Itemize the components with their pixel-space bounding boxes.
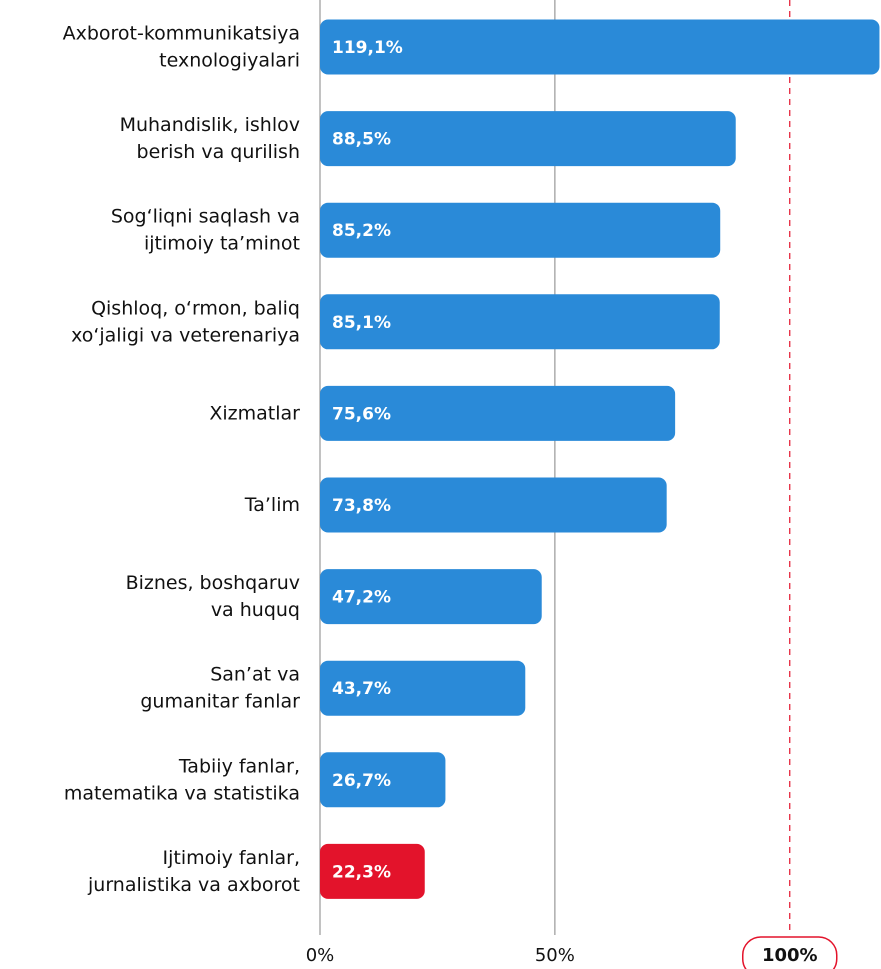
category-label: Muhandislik, ishlov berish va qurilish xyxy=(120,114,300,163)
category-line: Axborot-kommunikatsiya xyxy=(63,22,300,44)
bar xyxy=(320,202,721,258)
value-label: 88,5% xyxy=(332,130,391,150)
category-line: matematika va statistika xyxy=(64,782,300,804)
category-label: Sog‘liqni saqlash va ijtimoiy ta’minot xyxy=(111,205,300,254)
value-label: 75,6% xyxy=(332,404,391,424)
category-line: Sog‘liqni saqlash va xyxy=(111,205,300,227)
x-tick-label: 100% xyxy=(762,945,818,966)
category-line: gumanitar fanlar xyxy=(140,690,300,712)
category-label: Biznes, boshqaruv va huquq xyxy=(126,572,300,621)
value-label: 85,2% xyxy=(332,221,391,241)
category-line: jurnalistika va axborot xyxy=(87,873,300,895)
value-label: 22,3% xyxy=(332,862,391,882)
bar xyxy=(320,843,425,899)
category-line: texnologiyalari xyxy=(159,49,300,71)
category-line: va huquq xyxy=(211,599,300,621)
bar xyxy=(320,752,446,808)
x-tick-label: 0% xyxy=(306,945,335,966)
category-line: San’at va xyxy=(210,663,300,685)
category-label: Ijtimoiy fanlar, jurnalistika va axborot xyxy=(87,846,300,895)
bar xyxy=(320,477,667,533)
tick-highlight xyxy=(742,936,838,969)
value-label: 26,7% xyxy=(332,771,391,791)
value-label: 85,1% xyxy=(332,313,391,333)
category-line: Tabiiy fanlar, xyxy=(178,755,300,777)
bar xyxy=(320,660,526,716)
category-line: Ta’lim xyxy=(244,494,300,516)
bar xyxy=(320,111,736,167)
category-line: berish va qurilish xyxy=(137,141,300,163)
category-label: San’at va gumanitar fanlar xyxy=(140,663,300,712)
category-line: xo‘jaligi va veterenariya xyxy=(71,324,300,346)
category-label: Ta’lim xyxy=(244,494,300,516)
category-line: Biznes, boshqaruv xyxy=(126,572,300,594)
category-line: Ijtimoiy fanlar, xyxy=(163,846,300,868)
category-label: Axborot-kommunikatsiya texnologiyalari xyxy=(63,22,300,71)
value-label: 43,7% xyxy=(332,679,391,699)
bar xyxy=(320,19,880,75)
category-label: Qishloq, o‘rmon, baliq xo‘jaligi va veter… xyxy=(71,297,300,346)
value-label: 119,1% xyxy=(332,38,403,58)
category-line: Qishloq, o‘rmon, baliq xyxy=(91,297,300,319)
x-tick-label: 50% xyxy=(535,945,575,966)
bar xyxy=(320,294,720,350)
value-label: 47,2% xyxy=(332,588,391,608)
value-label: 73,8% xyxy=(332,496,391,516)
category-line: Muhandislik, ishlov xyxy=(120,114,300,136)
category-line: Xizmatlar xyxy=(209,402,300,424)
category-label: Xizmatlar xyxy=(209,402,300,424)
category-label: Tabiiy fanlar, matematika va statistika xyxy=(64,755,300,804)
bar xyxy=(320,569,542,625)
bar xyxy=(320,385,676,441)
category-line: ijtimoiy ta’minot xyxy=(144,232,300,254)
